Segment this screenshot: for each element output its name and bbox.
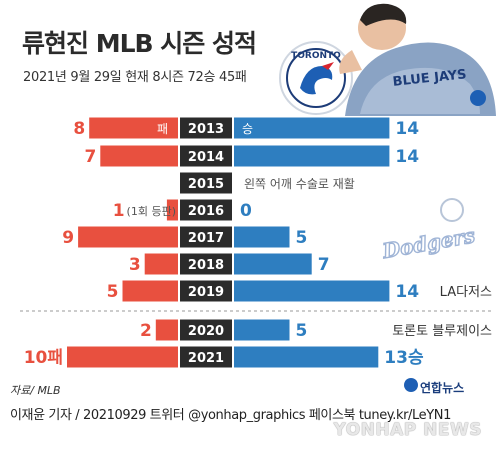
- team-label-bluejays: 토론토 블루제이스: [392, 324, 492, 339]
- yonhap-logo-icon: [404, 378, 418, 392]
- year-box: [180, 280, 232, 302]
- year-label: 2020: [188, 324, 224, 339]
- loss-value-label: 2: [140, 321, 152, 341]
- win-bar: [234, 253, 312, 275]
- year-box: [180, 117, 232, 139]
- year-label: 2018: [188, 258, 224, 273]
- loss-bar: [67, 346, 178, 368]
- loss-bar: [122, 280, 178, 302]
- loss-bar: [78, 226, 178, 248]
- blue-jays-logo: TORONTO: [279, 41, 353, 115]
- source-note: 자료/ MLB: [10, 384, 61, 397]
- credit-line: 이재윤 기자 / 20210929 트위터 @yonhap_graphics 페…: [10, 408, 451, 423]
- year-box: [180, 346, 232, 368]
- dodgers-logo-text: Dodgers: [380, 223, 477, 263]
- year-box: [180, 199, 232, 221]
- blue-jays-logo-text: TORONTO: [291, 51, 341, 61]
- year-box: [180, 145, 232, 167]
- win-inline-label: 승: [242, 122, 253, 136]
- win-value-label: 0: [240, 201, 252, 221]
- loss-bar: [144, 253, 178, 275]
- annotation-2015: 왼쪽 어깨 수술로 재활: [244, 177, 355, 191]
- win-bar: [234, 117, 390, 139]
- year-label: 2021: [188, 351, 224, 366]
- win-bar: [234, 346, 379, 368]
- win-value-label: 14: [395, 147, 419, 167]
- year-box: [180, 319, 232, 341]
- win-value-label: 14: [395, 119, 419, 139]
- year-label: 2017: [188, 231, 224, 246]
- dodgers-logo: Dodgers: [379, 198, 477, 264]
- year-box: [180, 172, 232, 194]
- annotation-2016: (1회 등판): [127, 205, 176, 218]
- win-bar: [234, 226, 290, 248]
- team-label-dodgers: LA다저스: [440, 285, 492, 300]
- year-label: 2013: [188, 122, 224, 137]
- loss-value-label: 1: [113, 201, 125, 221]
- win-value-label: 13승: [384, 348, 424, 368]
- win-bar: [234, 319, 290, 341]
- loss-bar: [155, 319, 178, 341]
- chart-title: 류현진 MLB 시즌 성적: [22, 29, 257, 58]
- loss-inline-label: 패: [157, 122, 168, 136]
- loss-value-label: 3: [129, 255, 141, 275]
- win-value-label: 7: [318, 255, 330, 275]
- year-label: 2016: [188, 204, 224, 219]
- loss-value-label: 8: [73, 119, 85, 139]
- year-label: 2015: [188, 177, 224, 192]
- win-value-label: 5: [296, 228, 308, 248]
- loss-value-label: 5: [107, 282, 119, 302]
- year-label: 2019: [188, 285, 224, 300]
- win-value-label: 14: [395, 282, 419, 302]
- brand-label: 연합뉴스: [420, 381, 465, 395]
- player-photo: BLUE JAYS: [339, 3, 496, 116]
- chart-subtitle: 2021년 9월 29일 현재 8시즌 72승 45패: [23, 70, 247, 85]
- loss-bar: [166, 199, 178, 221]
- loss-bar: [100, 145, 178, 167]
- win-bar: [234, 280, 390, 302]
- loss-value-label: 7: [84, 147, 96, 167]
- watermark: YONHAP NEWS: [333, 420, 482, 440]
- win-bar: [234, 145, 390, 167]
- year-box: [180, 226, 232, 248]
- loss-value-label: 9: [62, 228, 74, 248]
- win-value-label: 5: [296, 321, 308, 341]
- loss-value-label: 10패: [24, 348, 63, 368]
- loss-bar: [89, 117, 178, 139]
- year-box: [180, 253, 232, 275]
- year-label: 2014: [188, 150, 224, 165]
